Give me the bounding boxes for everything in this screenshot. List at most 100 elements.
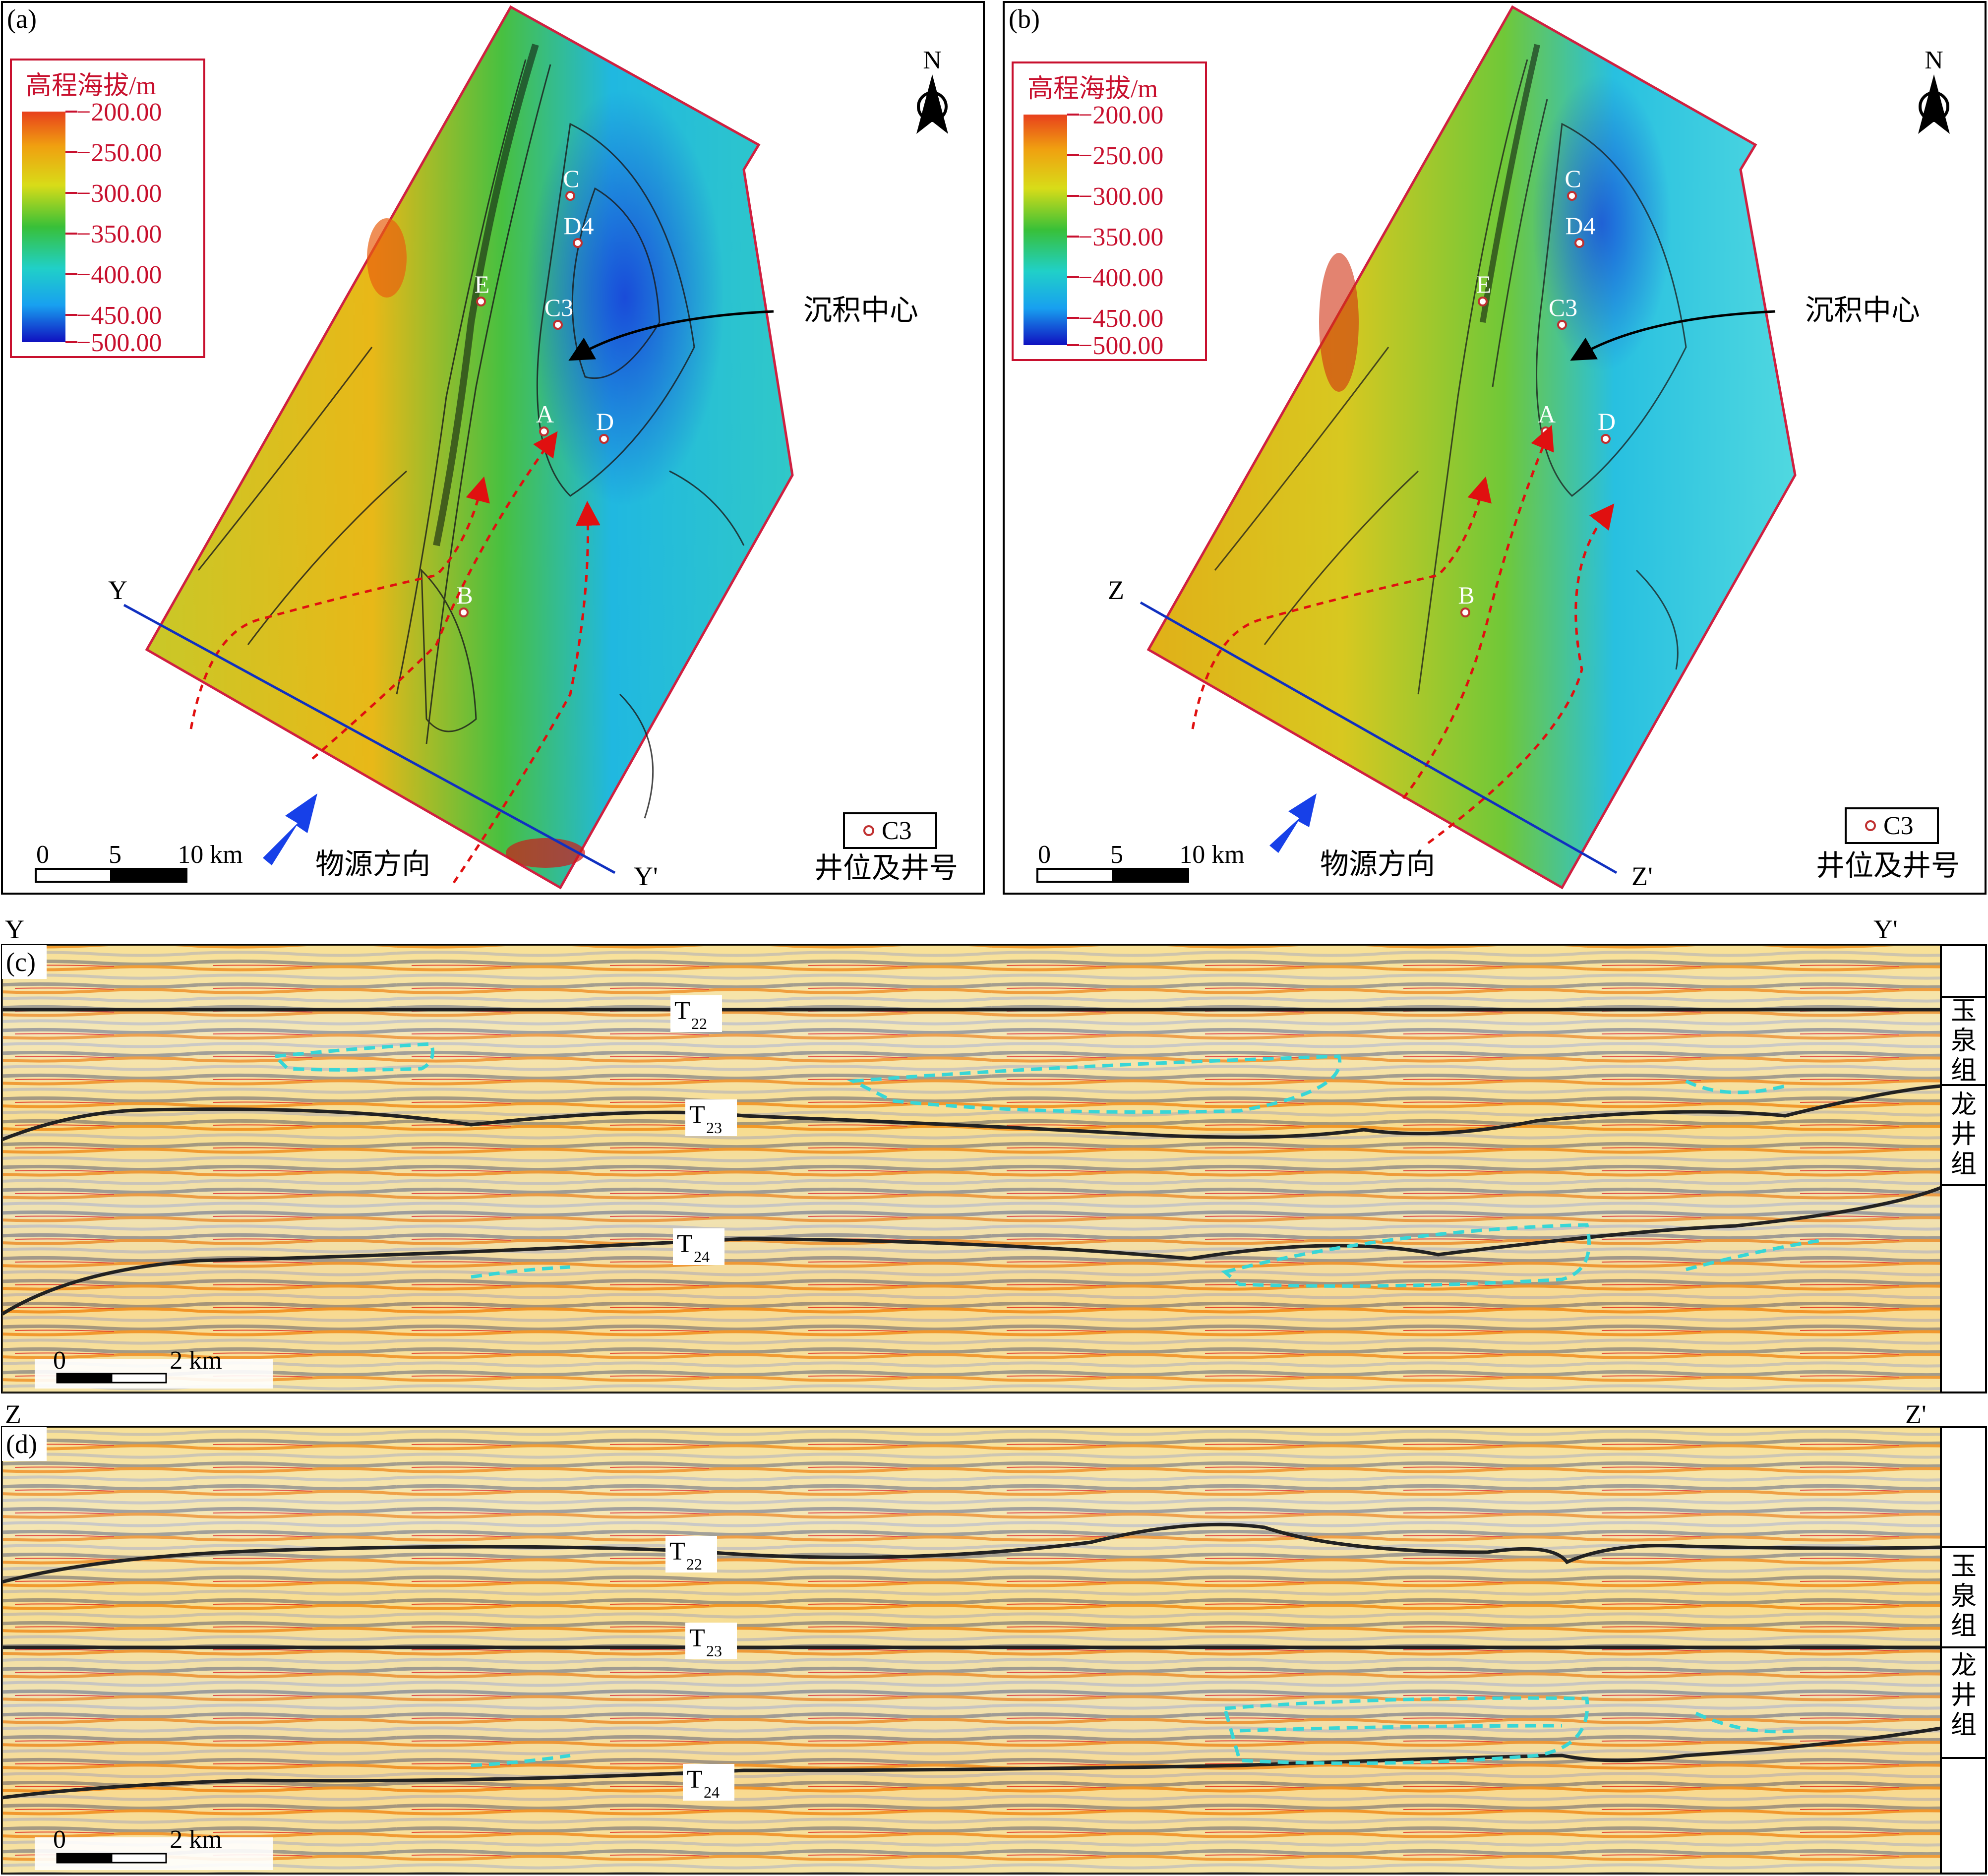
well-marker	[539, 426, 549, 436]
north-arrow-b: N	[1918, 46, 1950, 134]
legend-tick-label: −400.00	[76, 261, 162, 289]
legend-tick-label: −300.00	[1078, 182, 1163, 211]
scale-bar-b: 0 5 10 km	[1036, 841, 1245, 883]
well-label: E	[475, 270, 490, 298]
legend-ticks-a: −200.00 −250.00 −300.00 −350.00 −400.00 −450.…	[65, 98, 162, 357]
horizon-label-box	[673, 1228, 724, 1265]
well-label: C	[1565, 165, 1581, 192]
panel-a-label: (a)	[7, 4, 37, 34]
well-marker	[1478, 297, 1488, 306]
horizon-label-box	[683, 1764, 734, 1801]
flow-paths-b	[1191, 424, 1615, 845]
panel-d-label: (d)	[6, 1429, 37, 1459]
well-marker	[573, 238, 583, 248]
horizon-label-box	[685, 1099, 737, 1136]
dark-ridge-b	[1480, 44, 1540, 323]
well-label: D	[596, 408, 614, 435]
panel-d-label-bg	[2, 1427, 47, 1461]
section-c-right-end: Y'	[1873, 914, 1898, 944]
formation-lower-char: 组	[1951, 1710, 1977, 1740]
scale-10-b: 10 km	[1179, 841, 1244, 869]
formation-upper-char: 组	[1951, 1056, 1977, 1086]
horizon-label-box	[670, 995, 722, 1032]
well-label: D4	[1565, 212, 1595, 240]
depocenter-label-a: 沉积中心	[803, 293, 918, 327]
formation-lower-char: 组	[1951, 1150, 1977, 1179]
panel-a: (a) 高程海拔/m −200.00−250.00−300.00−350.00−…	[1, 1, 985, 895]
horizon-t24-c	[1, 1186, 1942, 1316]
contours-b	[1214, 59, 1687, 695]
well-legend-sample-a: C3	[882, 817, 912, 845]
depocenter-label-b: 沉积中心	[1805, 293, 1920, 327]
wells-b: C D4 E C3 A D B	[1458, 165, 1616, 617]
well-label: C	[563, 165, 579, 192]
formation-upper-char: 玉	[1951, 1552, 1977, 1581]
legend-tick-label: −500.00	[1078, 332, 1163, 360]
well-legend-a: C3 井位及井号	[814, 812, 958, 885]
well-label: A	[1538, 400, 1556, 428]
legend-tick-label: −200.00	[1078, 101, 1163, 129]
section-start-z: Z	[1108, 575, 1124, 605]
well-label: E	[1476, 270, 1492, 298]
section-d-right-end: Z'	[1905, 1399, 1927, 1429]
well-marker	[459, 607, 469, 617]
well-marker	[1601, 434, 1611, 444]
section-line-z	[1140, 601, 1618, 874]
well-marker	[565, 191, 575, 201]
well-label: D	[1598, 408, 1616, 435]
section-end-y: Y'	[634, 861, 658, 891]
legend-colorbar-b	[1024, 115, 1067, 345]
scale-2-c: 2 km	[170, 1346, 222, 1375]
depocenter-area-a	[526, 89, 724, 506]
horizons-c	[1, 1008, 1942, 1316]
formation-upper-char: 泉	[1951, 1026, 1977, 1056]
legend-ticks-b: −200.00 −250.00 −300.00 −350.00 −400.00 −450.…	[1067, 101, 1163, 360]
north-label-a: N	[923, 46, 942, 74]
well-label: C3	[544, 294, 573, 321]
legend-tick-label: −400.00	[1078, 264, 1163, 292]
scale-0-c: 0	[53, 1346, 66, 1375]
horizon-label-subscript: 24	[704, 1783, 720, 1801]
well-legend-b: C3 井位及井号	[1816, 807, 1960, 882]
horizon-label: T	[669, 1537, 685, 1566]
well-marker	[553, 320, 563, 330]
section-end-z: Z'	[1631, 861, 1653, 891]
panel-b: (b) 高程海拔/m −200.00−250.00−300.00−350.00−…	[1003, 1, 1987, 895]
horizon-label-subscript: 22	[691, 1015, 707, 1032]
scale-bar-c: 0 2 km	[35, 1346, 273, 1389]
legend-tick-label: −500.00	[76, 329, 162, 357]
scale-2-d: 2 km	[170, 1825, 222, 1854]
scale-bar-d: 0 2 km	[35, 1825, 273, 1870]
panel-c-label: (c)	[6, 947, 36, 977]
well-marker	[1567, 191, 1577, 201]
scale-5-a: 5	[109, 841, 121, 869]
scale-0-d: 0	[53, 1825, 66, 1854]
red-high-a	[506, 838, 585, 868]
elevation-legend-a: 高程海拔/m −200.00 −250.00 −300.00 −350.00 −400.…	[10, 59, 205, 358]
well-marker	[476, 297, 486, 306]
depocenter-arrow-b	[1570, 310, 1776, 361]
legend-tick-label: −250.00	[76, 139, 162, 167]
scale-bar-a: 0 5 10 km	[35, 841, 243, 883]
horizon-labels-d: T 22T 23T 24	[665, 1536, 737, 1801]
horizon-t23-c	[1, 1084, 1941, 1142]
provenance-label-b: 物源方向	[1320, 847, 1435, 881]
elevation-legend-b: 高程海拔/m −200.00 −250.00 −300.00 −350.00 −400.…	[1012, 61, 1207, 361]
formation-lower-char: 井	[1951, 1120, 1977, 1150]
dark-ridge-a	[433, 43, 539, 546]
horizon-label-box	[685, 1623, 737, 1659]
horizon-label-box	[665, 1536, 717, 1573]
legend-tick-label: −250.00	[1078, 142, 1163, 170]
horizon-label: T	[687, 1765, 703, 1794]
horizon-label: T	[689, 1624, 705, 1652]
north-label-b: N	[1925, 46, 1943, 74]
legend-title-b: 高程海拔/m	[1027, 75, 1158, 103]
well-marker	[599, 434, 609, 444]
provenance-arrow-b	[1269, 793, 1317, 853]
